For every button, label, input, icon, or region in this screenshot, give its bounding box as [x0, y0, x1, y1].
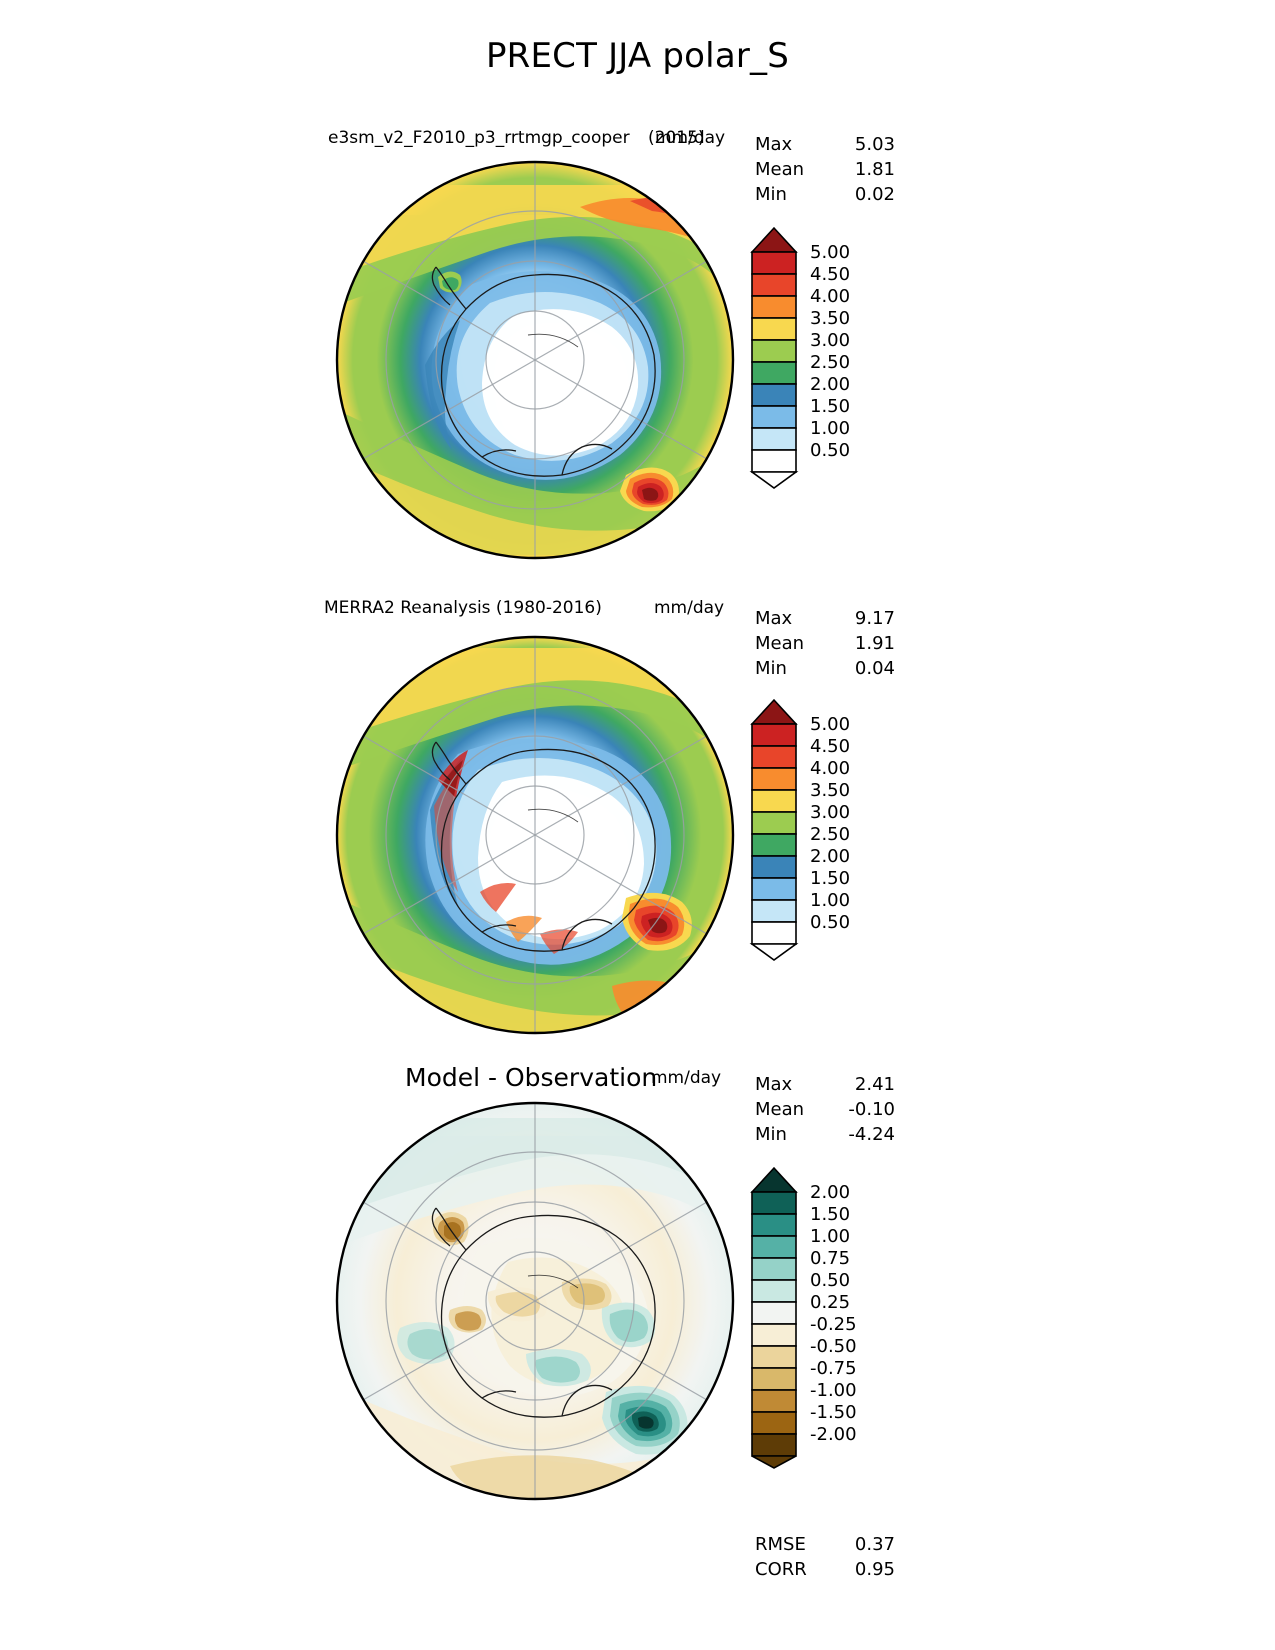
panel-model-stats: Max 5.03 Mean 1.81 Min 0.02 — [755, 132, 895, 207]
map-model — [330, 155, 740, 565]
colorbar-tick: 3.00 — [810, 802, 851, 823]
stat-label: Max — [755, 1074, 793, 1095]
colorbar-tick: 0.25 — [810, 1292, 851, 1313]
stat-value: 0.95 — [854, 1559, 895, 1580]
stat-row: CORR 0.95 — [755, 1557, 895, 1582]
colorbar-tick: 2.50 — [810, 352, 851, 373]
colorbar-tick: 5.00 — [810, 714, 851, 735]
page-title: PRECT JJA polar_S — [485, 36, 790, 76]
panel-difference-footer-stats: RMSE 0.37 CORR 0.95 — [755, 1532, 895, 1582]
colorbar-tick: 1.50 — [810, 868, 851, 889]
panel-observation-title: MERRA2 Reanalysis (1980-2016) — [324, 598, 602, 618]
colorbar-tick: -0.75 — [810, 1358, 857, 1379]
colorbar-tick: -1.50 — [810, 1402, 857, 1423]
colorbar-tick: 3.50 — [810, 780, 851, 801]
stat-label: Min — [755, 184, 787, 205]
stat-value: -0.10 — [848, 1099, 895, 1120]
colorbar-difference: 2.00 1.50 1.00 0.75 0.50 0.25 -0.25 -0.5… — [748, 1162, 857, 1472]
panel-difference-title: Model - Observation — [405, 1063, 658, 1092]
stat-label: Min — [755, 658, 787, 679]
colorbar-tick: 1.00 — [810, 418, 851, 439]
panel-difference-header: Model - Observation mm/day — [0, 0, 1275, 1092]
stat-value: 0.04 — [854, 658, 895, 679]
stat-label: Min — [755, 1124, 787, 1145]
colorbar-observation: 5.00 4.50 4.00 3.50 3.00 2.50 2.00 1.50 … — [748, 694, 850, 964]
colorbar-tick: 4.50 — [810, 736, 851, 757]
colorbar-tick: 5.00 — [810, 242, 851, 263]
stat-row: Max 5.03 — [755, 132, 895, 157]
stat-row: Min -4.24 — [755, 1122, 895, 1147]
stat-value: 0.02 — [854, 184, 895, 205]
stat-label: Mean — [755, 1099, 805, 1120]
colorbar-tick: 0.50 — [810, 912, 851, 933]
stat-value: 0.37 — [854, 1534, 895, 1555]
panel-observation-header: MERRA2 Reanalysis (1980-2016) mm/day — [0, 0, 1275, 618]
panel-model-title: e3sm_v2_F2010_p3_rrtmgp_cooper — [328, 128, 630, 148]
colorbar-tick: -0.25 — [810, 1314, 857, 1335]
panel-model-title-year: (2015) — [648, 128, 705, 148]
colorbar-tick: 3.00 — [810, 330, 851, 351]
stat-value: 2.41 — [854, 1074, 895, 1095]
stat-row: Max 2.41 — [755, 1072, 895, 1097]
stat-label: Max — [755, 134, 793, 155]
map-difference — [330, 1096, 740, 1506]
colorbar-tick: 0.50 — [810, 1270, 851, 1291]
panel-observation-stats: Max 9.17 Mean 1.91 Min 0.04 — [755, 606, 895, 681]
panel-difference-units: mm/day — [651, 1068, 722, 1088]
stat-row: Mean 1.81 — [755, 157, 895, 182]
panel-difference-stats: Max 2.41 Mean -0.10 Min -4.24 — [755, 1072, 895, 1147]
stat-row: Min 0.02 — [755, 182, 895, 207]
stat-label: Mean — [755, 159, 805, 180]
stat-label: CORR — [755, 1559, 807, 1580]
stat-row: RMSE 0.37 — [755, 1532, 895, 1557]
colorbar-tick: 2.00 — [810, 1182, 851, 1203]
stat-value: 1.81 — [854, 159, 895, 180]
stat-row: Max 9.17 — [755, 606, 895, 631]
panel-model-header: e3sm_v2_F2010_p3_rrtmgp_cooper (2015) mm… — [0, 0, 1275, 148]
colorbar-tick: 1.00 — [810, 890, 851, 911]
colorbar-tick: -0.50 — [810, 1336, 857, 1357]
stat-label: RMSE — [755, 1534, 806, 1555]
panel-model-units: mm/day — [655, 128, 726, 148]
stat-value: 5.03 — [854, 134, 895, 155]
colorbar-tick: 2.00 — [810, 846, 851, 867]
colorbar-tick: 0.50 — [810, 440, 851, 461]
colorbar-tick: 2.50 — [810, 824, 851, 845]
stat-value: 9.17 — [854, 608, 895, 629]
colorbar-tick: 1.50 — [810, 396, 851, 417]
colorbar-tick: 1.00 — [810, 1226, 851, 1247]
stat-row: Mean -0.10 — [755, 1097, 895, 1122]
stat-row: Mean 1.91 — [755, 631, 895, 656]
colorbar-tick: -2.00 — [810, 1424, 857, 1445]
stat-label: Max — [755, 608, 793, 629]
colorbar-tick: 2.00 — [810, 374, 851, 395]
panel-observation-units: mm/day — [654, 598, 725, 618]
stat-label: Mean — [755, 633, 805, 654]
stat-value: 1.91 — [854, 633, 895, 654]
colorbar-tick: 1.50 — [810, 1204, 851, 1225]
colorbar-tick: 3.50 — [810, 308, 851, 329]
colorbar-tick: 4.50 — [810, 264, 851, 285]
colorbar-tick: 4.00 — [810, 758, 851, 779]
colorbar-tick: 4.00 — [810, 286, 851, 307]
stat-value: -4.24 — [848, 1124, 895, 1145]
colorbar-tick: -1.00 — [810, 1380, 857, 1401]
colorbar-tick: 0.75 — [810, 1248, 851, 1269]
map-observation — [330, 630, 740, 1040]
colorbar-model: 5.00 4.50 4.00 3.50 3.00 2.50 2.00 1.50 … — [748, 222, 850, 492]
stat-row: Min 0.04 — [755, 656, 895, 681]
